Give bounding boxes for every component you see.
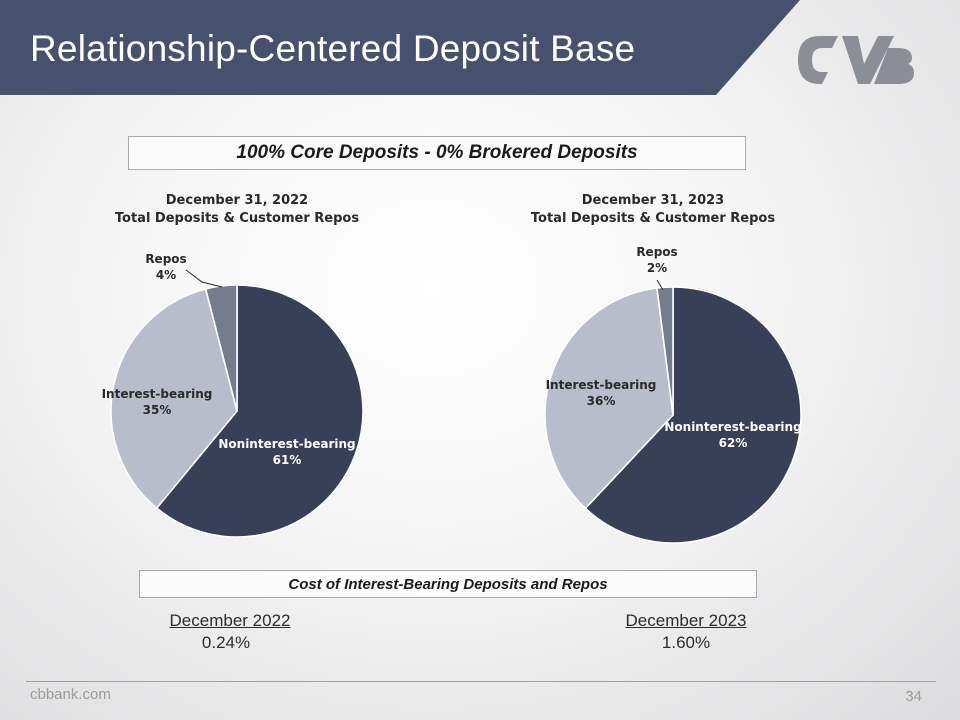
cost-2023: December 2023 1.60% (586, 610, 786, 654)
title-bar (0, 0, 800, 95)
pie-0-slice-interest (110, 287, 238, 510)
pie-1-label-repos-value: 2% (647, 261, 667, 275)
chart-title-2023-line1: December 31, 2023 (581, 193, 725, 208)
chart-title-2023-line2: Total Deposits & Customer Repos (530, 211, 776, 226)
chart-title-2023: December 31, 2023 Total Deposits & Custo… (503, 192, 803, 228)
chart-title-2022-line2: Total Deposits & Customer Repos (114, 211, 360, 226)
pie-0-repos-leader (185, 269, 223, 288)
footer-url: cbbank.com (30, 686, 111, 703)
pie-1-slice-repos (656, 286, 674, 416)
pie-1-label-interest-value: 36% (587, 394, 616, 408)
cost-2023-rate: 1.60% (661, 633, 711, 652)
pie-1-slice-noninterest (584, 286, 802, 544)
pie-0-label-interest-name: Interest-bearing (102, 387, 213, 401)
pie-1-label-noninterest-value: 62% (719, 436, 748, 450)
cost-2022-period: December 2022 (169, 611, 291, 630)
pie-1-repos-leader (656, 279, 664, 291)
pie-1-label-repos-name: Repos (636, 245, 677, 259)
cost-2022-rate: 0.24% (201, 633, 251, 652)
pie-0-label-interest-value: 35% (143, 403, 172, 417)
pie-1-label-repos: Repos 2% (636, 245, 677, 275)
pie-1-label-interest-name: Interest-bearing (546, 378, 657, 392)
chart-title-2022-line1: December 31, 2022 (165, 193, 309, 208)
pie-1-label-noninterest-name: Noninterest-bearing (664, 420, 801, 434)
logo-c-shape (798, 36, 838, 84)
pie-1-label-interest: Interest-bearing 36% (546, 378, 657, 408)
pie-0-label-noninterest: Noninterest-bearing 61% (218, 437, 355, 467)
pie-0-label-repos-name: Repos (145, 252, 186, 266)
core-deposits-banner: 100% Core Deposits - 0% Brokered Deposit… (128, 136, 746, 170)
cost-2023-period: December 2023 (625, 611, 747, 630)
logo-v-shape (842, 36, 894, 84)
logo-b-shape (874, 48, 914, 84)
pie-0-label-noninterest-value: 61% (273, 453, 302, 467)
cost-2022: December 2022 0.24% (130, 610, 330, 654)
pie-0-label-noninterest-name: Noninterest-bearing (218, 437, 355, 451)
pie-0-label-repos-value: 4% (156, 268, 176, 282)
chart-title-2022: December 31, 2022 Total Deposits & Custo… (87, 192, 387, 228)
cost-banner: Cost of Interest-Bearing Deposits and Re… (139, 570, 757, 598)
page-title: Relationship-Centered Deposit Base (30, 28, 636, 69)
pie-0-slice-noninterest (155, 284, 364, 538)
pie-0-label-interest: Interest-bearing 35% (102, 387, 213, 417)
pie-1-slice-interest (544, 287, 674, 510)
pie-0-label-repos: Repos 4% (145, 252, 186, 282)
footer-divider (26, 681, 936, 682)
title-bar-shape (0, 0, 800, 95)
pie-0-slice-repos (204, 284, 238, 412)
page-number: 34 (905, 688, 922, 705)
cvb-logo (798, 36, 914, 84)
pie-1-label-noninterest: Noninterest-bearing 62% (664, 420, 801, 450)
